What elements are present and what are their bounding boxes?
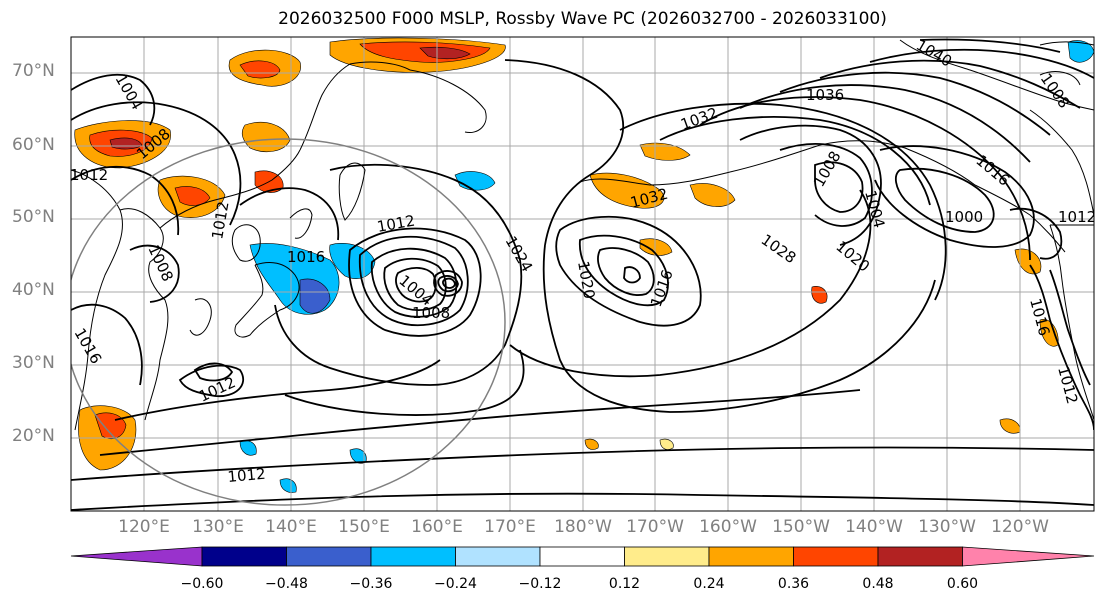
lon-label-160w: 160°W — [699, 517, 757, 537]
contour-label: 1016 — [647, 267, 677, 309]
contour-label: 1008 — [1037, 70, 1074, 112]
contour-label: 1028 — [758, 231, 800, 268]
contour-label: 1016 — [287, 248, 325, 266]
contour-label: 1024 — [502, 233, 537, 275]
lon-label-150w: 150°W — [772, 517, 830, 537]
lat-label-40: 40°N — [12, 280, 55, 300]
contour-label: 1004 — [112, 71, 147, 113]
contour-label: 1000 — [945, 208, 983, 226]
contour-label: 1012 — [1058, 208, 1096, 226]
lon-label-160e: 160°E — [411, 517, 463, 537]
map-frame — [70, 36, 1095, 512]
lon-label-120w: 120°W — [991, 517, 1049, 537]
colorbar-segment — [539, 546, 625, 567]
lon-label-120e: 120°E — [118, 517, 170, 537]
colorbar-tick: −0.24 — [434, 576, 477, 592]
lat-label-60: 60°N — [12, 135, 55, 155]
colorbar-segment — [624, 546, 710, 567]
contour-label: 1008 — [412, 304, 450, 322]
lon-label-130w: 130°W — [918, 517, 976, 537]
map-title: 2026032500 F000 MSLP, Rossby Wave PC (20… — [278, 9, 887, 29]
colorbar-segment — [793, 546, 879, 567]
colorbar — [70, 546, 1095, 567]
contour-label: 1012 — [227, 465, 267, 486]
colorbar-tick: 0.60 — [946, 576, 979, 592]
colorbar-tick: 0.48 — [862, 576, 894, 592]
lat-label-30: 30°N — [12, 353, 55, 373]
colorbar-segment — [455, 546, 541, 567]
contour-label: 1012 — [376, 212, 417, 236]
mslp-contours — [71, 38, 1094, 511]
colorbar-segment — [877, 546, 963, 567]
lon-label-140e: 140°E — [265, 517, 317, 537]
contour-label: 1020 — [574, 260, 598, 301]
colorbar-tick: 0.12 — [608, 576, 641, 592]
contour-label: 1032 — [678, 104, 720, 134]
colorbar-extend-high — [962, 546, 1095, 567]
lon-label-180w: 180°W — [554, 517, 612, 537]
contour-label: 1036 — [806, 86, 844, 104]
contour-label: 1016 — [71, 325, 106, 367]
colorbar-segment — [286, 546, 372, 567]
contour-label: 1020 — [832, 237, 873, 275]
lon-label-170e: 170°E — [484, 517, 536, 537]
colorbar-segment — [201, 546, 287, 567]
contour-label: 1040 — [913, 36, 955, 71]
lon-label-170w: 170°W — [626, 517, 684, 537]
highlight-circle — [71, 138, 506, 506]
colorbar-extend-low — [70, 546, 203, 567]
contour-label: 1012 — [70, 166, 108, 184]
contour-label: 1016 — [1026, 296, 1053, 338]
colorbar-tick: −0.12 — [518, 576, 562, 592]
colorbar-tick: −0.36 — [349, 576, 393, 592]
lat-label-70: 70°N — [12, 61, 55, 81]
contour-label: 1004 — [861, 188, 888, 230]
colorbar-segment — [370, 546, 456, 567]
lon-label-130e: 130°E — [192, 517, 244, 537]
contour-label: 1012 — [1054, 364, 1081, 406]
colorbar-tick: −0.60 — [180, 576, 224, 592]
colorbar-segment — [708, 546, 794, 567]
colorbar-tick: 0.24 — [693, 576, 725, 592]
lat-label-50: 50°N — [12, 207, 55, 227]
colorbar-tick: 0.36 — [777, 576, 810, 592]
colorbar-tick: −0.48 — [265, 576, 308, 592]
lon-label-150e: 150°E — [338, 517, 390, 537]
lat-label-20: 20°N — [12, 426, 55, 446]
lon-label-140w: 140°W — [845, 517, 903, 537]
